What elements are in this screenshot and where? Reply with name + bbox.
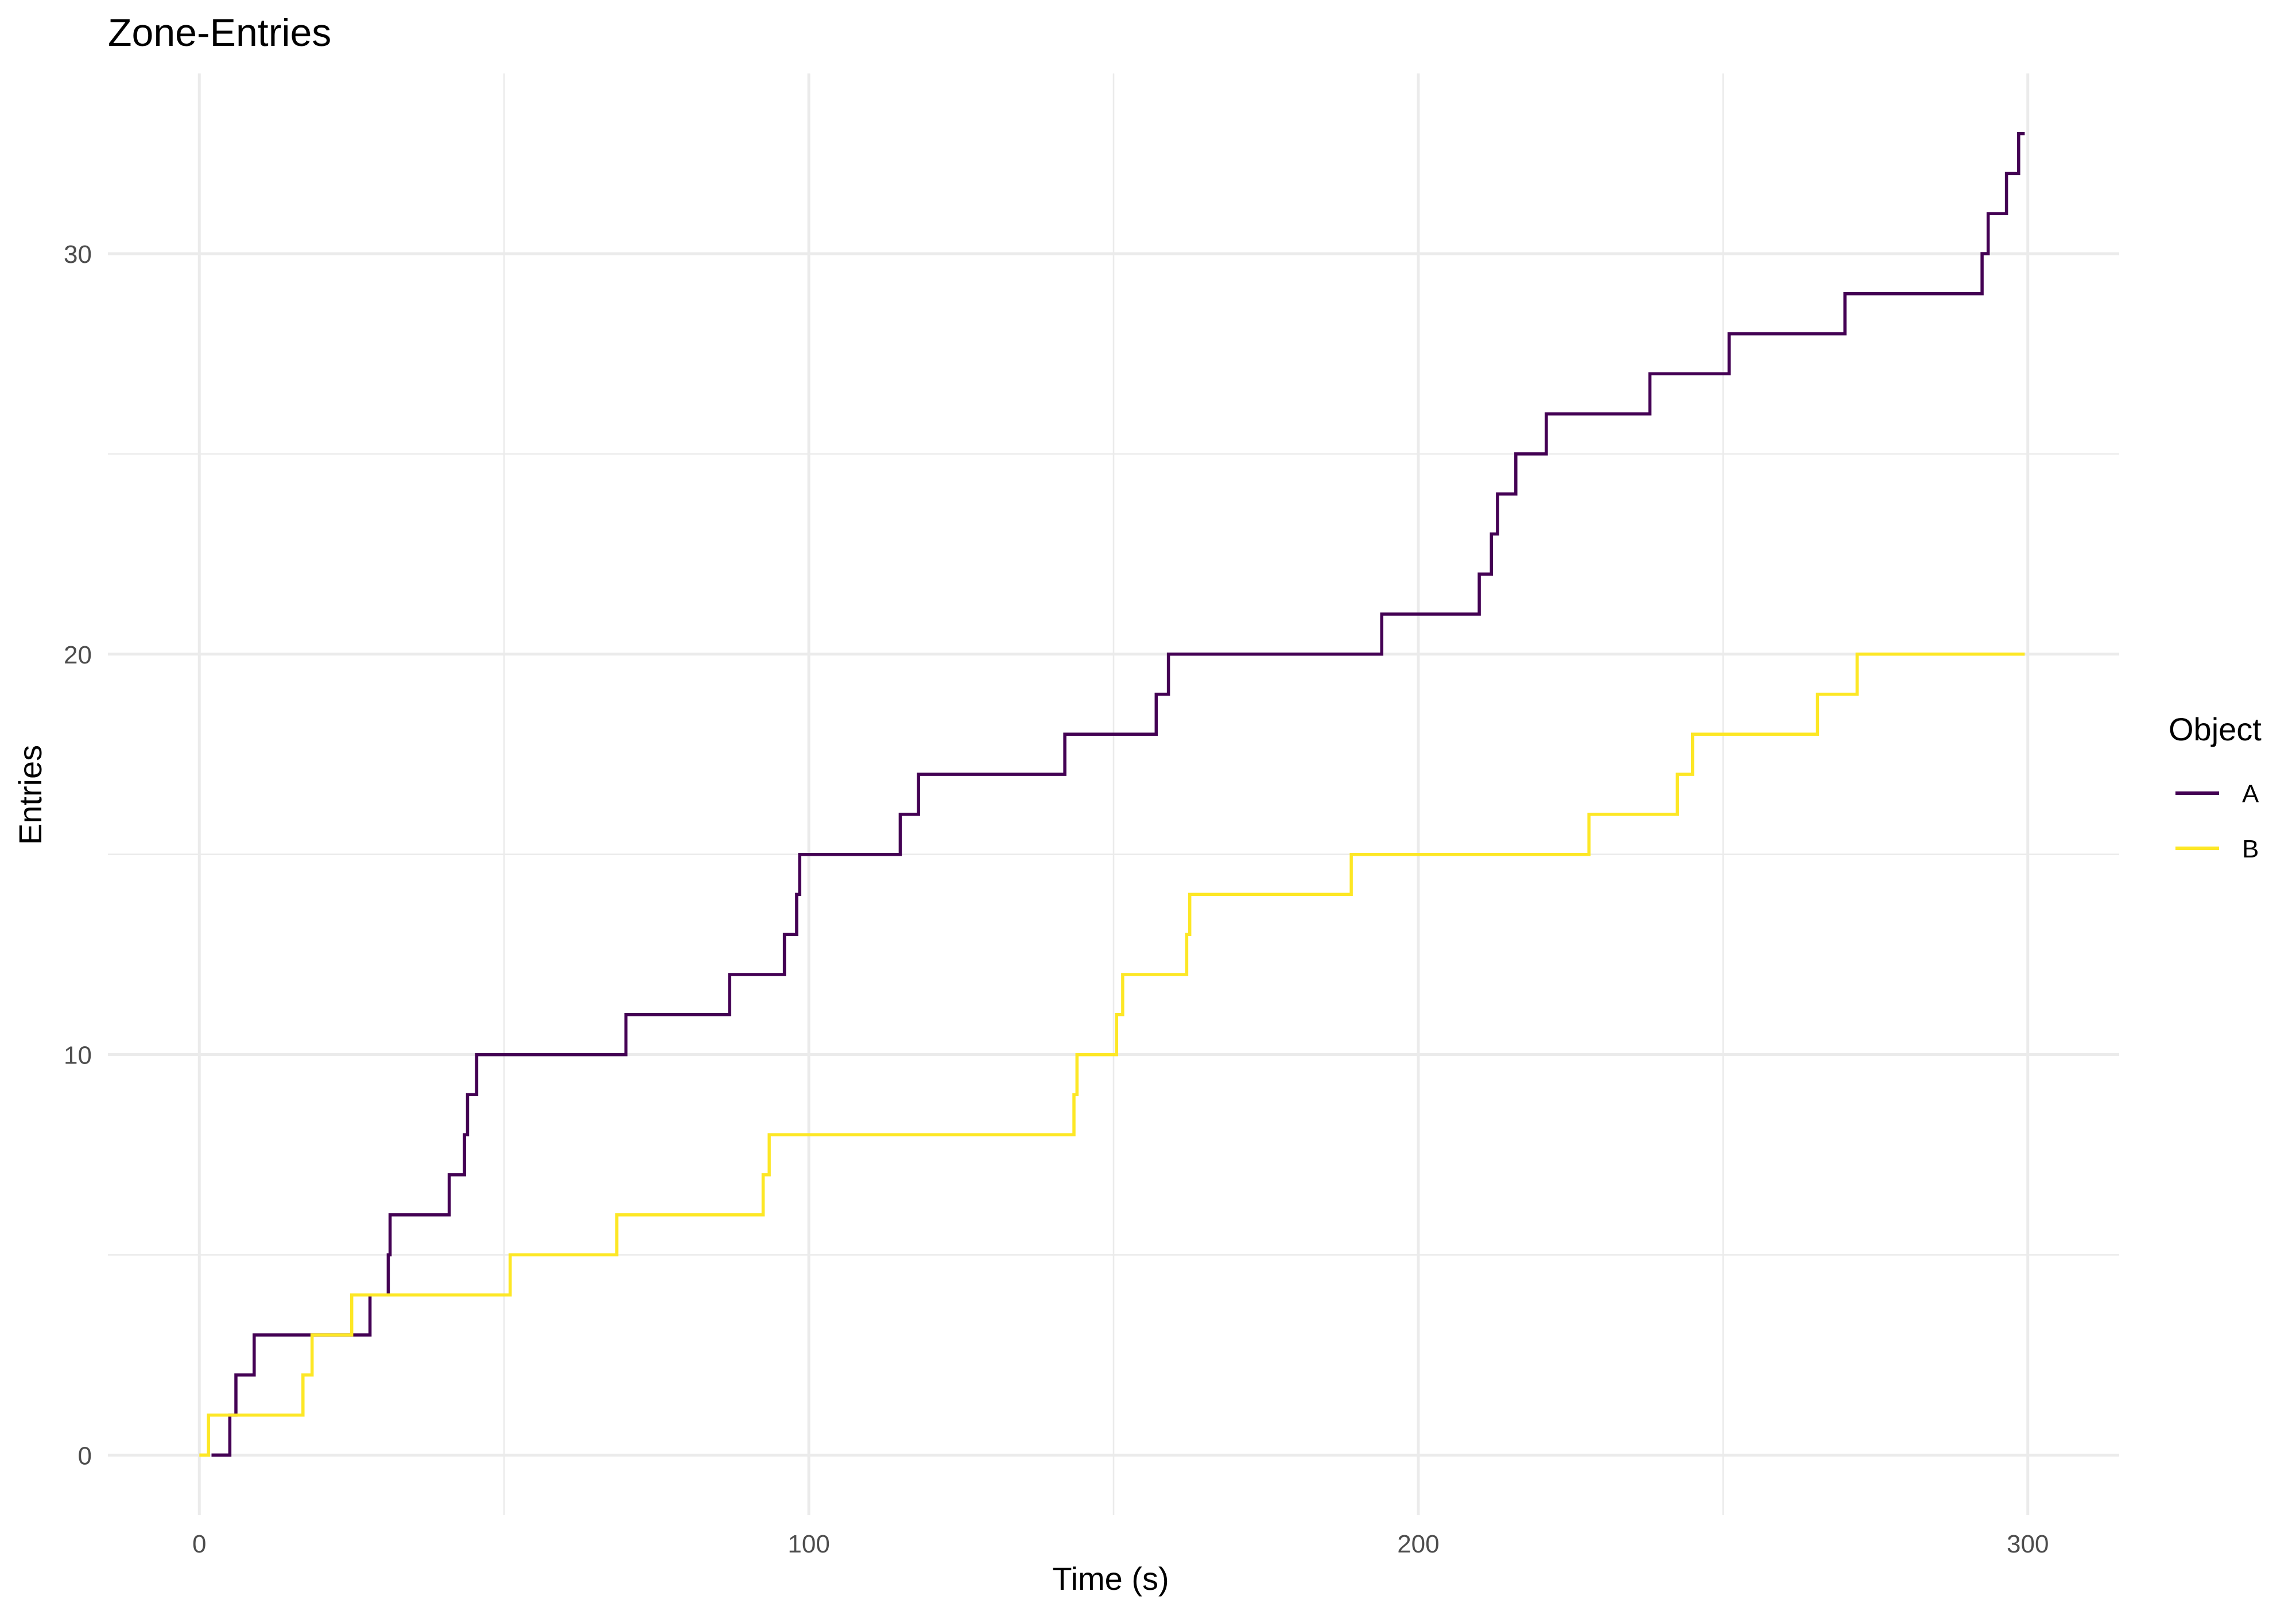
y-tick-label: 10: [64, 1042, 92, 1070]
x-tick-label: 100: [788, 1530, 829, 1558]
y-tick-label: 30: [64, 240, 92, 269]
y-axis-ticks: 0 10 20 30: [64, 240, 92, 1470]
x-axis-ticks: 0 100 200 300: [192, 1530, 2049, 1558]
x-tick-label: 300: [2007, 1530, 2049, 1558]
plot-series: [199, 131, 2025, 1457]
legend-title: Object: [2169, 711, 2262, 747]
x-axis-title: Time (s): [1052, 1561, 1169, 1597]
legend-item-b: B: [2175, 835, 2259, 863]
legend-label: B: [2242, 835, 2259, 863]
legend-item-a: A: [2175, 780, 2259, 808]
plot-grid: [108, 73, 2119, 1515]
series-line-a: [211, 131, 2025, 1457]
series-line-b: [199, 653, 2025, 1457]
y-tick-label: 0: [78, 1442, 92, 1470]
y-tick-label: 20: [64, 641, 92, 669]
legend: Object AB: [2169, 711, 2262, 863]
chart-title: Zone-Entries: [108, 11, 331, 55]
x-tick-label: 200: [1397, 1530, 1439, 1558]
y-axis-title: Entries: [12, 745, 48, 845]
legend-label: A: [2242, 780, 2259, 808]
x-tick-label: 0: [192, 1530, 206, 1558]
